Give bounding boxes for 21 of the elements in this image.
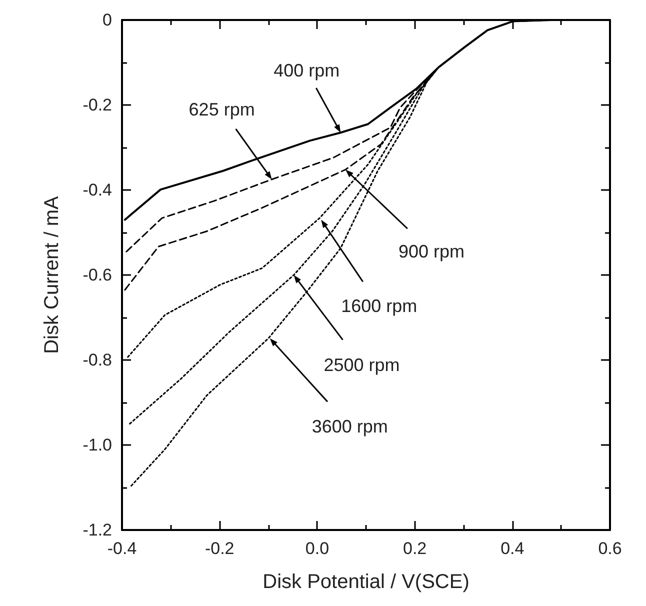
annotation: 1600 rpm: [341, 296, 418, 316]
y-tick-label: -1.0: [82, 436, 112, 454]
x-tick-label: 0.2: [402, 539, 427, 558]
x-tick-label: 0.6: [598, 539, 622, 558]
x-axis-title: Disk Potential / V(SCE): [262, 571, 470, 593]
x-tick-label: 0.4: [500, 539, 524, 558]
y-tick-label: -0.6: [82, 266, 112, 284]
annotation: 3600 rpm: [312, 416, 388, 436]
x-tick-label: 0.0: [305, 539, 330, 558]
annotation: 2500 rpm: [324, 355, 400, 375]
annotation: 625 rpm: [188, 99, 255, 120]
x-tick-label: -0.4: [107, 539, 137, 558]
y-tick-label: -0.2: [82, 96, 112, 114]
annotation: 400 rpm: [274, 60, 340, 81]
y-tick-label: 0: [102, 10, 112, 30]
y-axis-title: Disk Current / mA: [41, 195, 63, 354]
y-tick-label: -0.8: [82, 350, 112, 370]
annotation: 900 rpm: [398, 242, 465, 262]
y-tick-label: -0.4: [82, 180, 112, 200]
y-tick-label: -1.2: [82, 520, 112, 540]
x-tick-label: -0.2: [204, 539, 234, 558]
